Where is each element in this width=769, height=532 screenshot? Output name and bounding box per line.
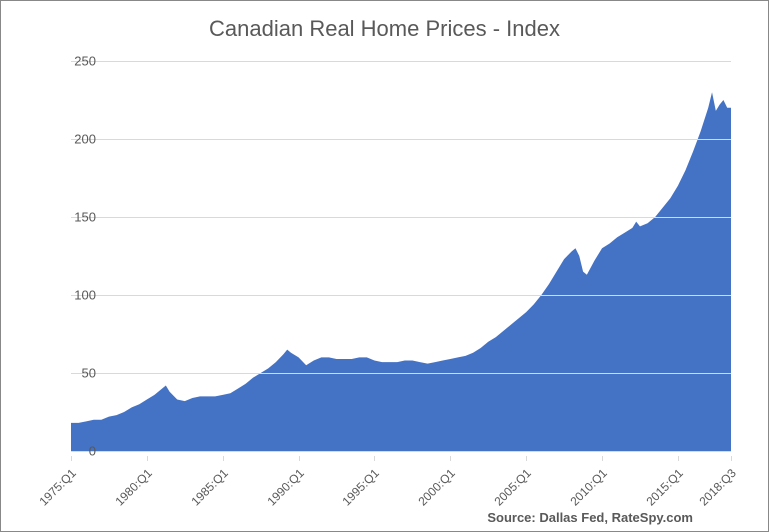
plot-area [71, 61, 731, 451]
x-tick [223, 456, 224, 461]
x-tick-label: 1975:Q1 [34, 466, 79, 511]
x-tick [678, 456, 679, 461]
gridline [71, 61, 731, 62]
x-tick [602, 456, 603, 461]
gridline [71, 373, 731, 374]
y-tick-label: 200 [46, 132, 96, 147]
x-tick-label: 2010:Q1 [565, 466, 610, 511]
chart-container: Canadian Real Home Prices - Index 1975:Q… [0, 0, 769, 532]
x-tick-label: 2015:Q1 [641, 466, 686, 511]
x-tick-label: 2005:Q1 [489, 466, 534, 511]
area-fill [71, 61, 731, 451]
gridline [71, 451, 731, 452]
x-tick [147, 456, 148, 461]
x-tick-label: 1980:Q1 [110, 466, 155, 511]
gridline [71, 295, 731, 296]
x-tick [450, 456, 451, 461]
x-tick-label: 1990:Q1 [261, 466, 306, 511]
y-tick-label: 50 [46, 366, 96, 381]
x-tick-label: 1995:Q1 [337, 466, 382, 511]
y-tick-label: 100 [46, 288, 96, 303]
x-tick-label: 2018:Q3 [694, 466, 739, 511]
gridline [71, 217, 731, 218]
source-text: Source: Dallas Fed, RateSpy.com [487, 510, 693, 525]
y-tick-label: 250 [46, 54, 96, 69]
chart-title: Canadian Real Home Prices - Index [1, 16, 768, 42]
y-tick-label: 0 [46, 444, 96, 459]
y-tick-label: 150 [46, 210, 96, 225]
x-tick [526, 456, 527, 461]
x-tick-label: 1985:Q1 [185, 466, 230, 511]
area-series [71, 92, 731, 451]
x-tick [299, 456, 300, 461]
x-tick [731, 456, 732, 461]
x-tick-label: 2000:Q1 [413, 466, 458, 511]
x-axis-labels: 1975:Q11980:Q11985:Q11990:Q11995:Q12000:… [71, 456, 731, 516]
gridline [71, 139, 731, 140]
x-tick [374, 456, 375, 461]
